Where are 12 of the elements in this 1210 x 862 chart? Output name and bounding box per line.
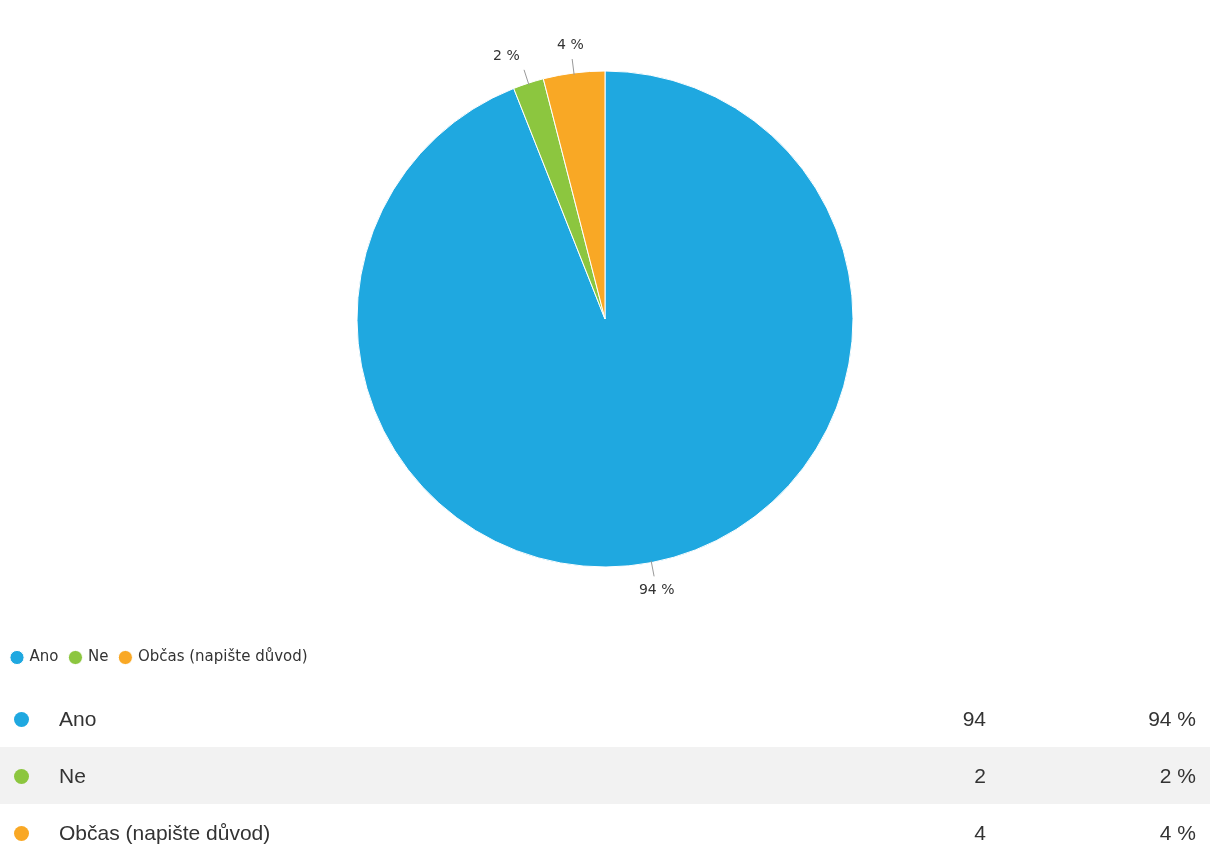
data-label: 2 % — [493, 47, 520, 64]
text: 94 — [961, 705, 986, 732]
legend-label: Ne — [87, 647, 109, 666]
category-label: Občas (napište důvod) — [59, 820, 271, 844]
data-label: 4 % — [557, 35, 584, 52]
legend-label: Ano — [59, 706, 97, 730]
text: 4 — [973, 819, 986, 846]
text: 4 % — [1159, 820, 1196, 844]
text: 94 % — [1148, 706, 1196, 730]
category-label: Ano — [29, 647, 59, 666]
legend-label: Občas (napište důvod) — [137, 647, 308, 666]
data-label: 94 % — [638, 580, 675, 597]
